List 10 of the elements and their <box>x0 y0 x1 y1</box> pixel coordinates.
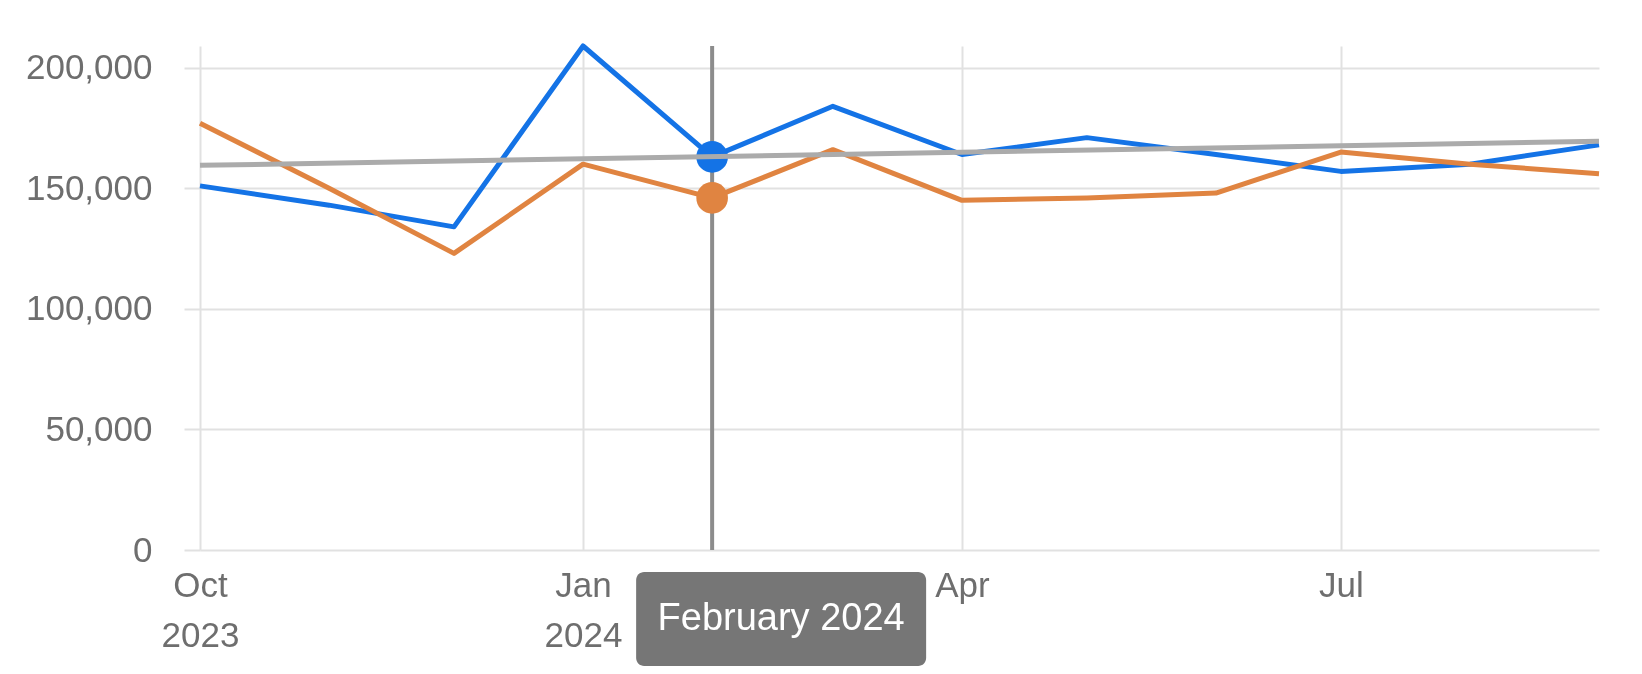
y-tick-label: 150,000 <box>25 167 153 207</box>
y-tick-label: 200,000 <box>25 47 153 87</box>
y-tick-label: 0 <box>133 529 153 569</box>
ref-line-label: February 2024 <box>657 596 905 638</box>
x-tick-label: Oct 2023 <box>161 564 240 654</box>
x-tick-label: Jan 2024 <box>544 564 623 654</box>
x-tick-label: Jul <box>1318 564 1364 604</box>
y-tick-label: 100,000 <box>25 288 153 328</box>
x-tick-label: Apr <box>935 564 991 604</box>
y-tick-label: 50,000 <box>45 408 153 448</box>
